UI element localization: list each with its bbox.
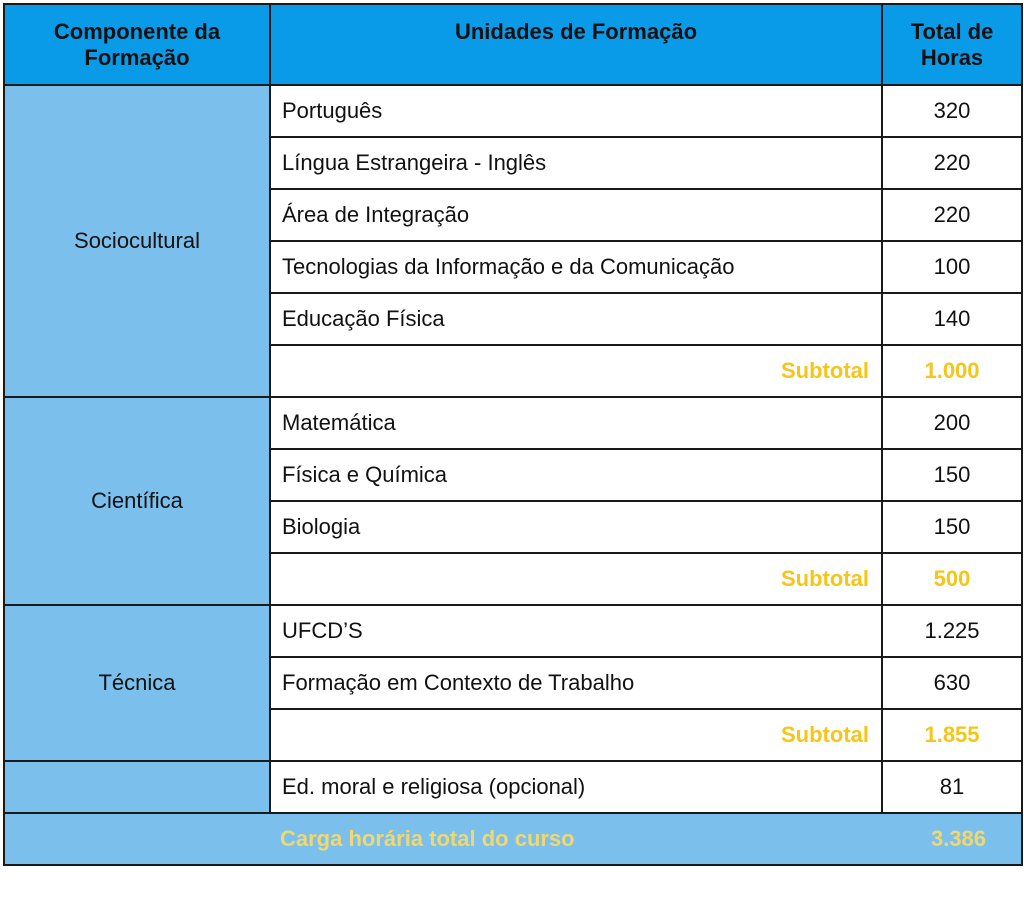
course-hours-table: Componente da Formação Unidades de Forma…: [3, 3, 1023, 866]
component-cell: Técnica: [3, 604, 271, 762]
table-row: Científica Matemática 200: [3, 396, 1023, 606]
total-value: 3.386: [882, 812, 1023, 866]
hours-cell: 200: [881, 396, 1023, 450]
table-row: Técnica UFCD’S 1.225: [3, 604, 1023, 762]
hours-cell: 630: [881, 656, 1023, 710]
subtotal-row: Subtotal 1.855: [4, 708, 1023, 762]
component-cell: Científica: [3, 396, 271, 606]
hours-cell: 1.225: [881, 604, 1023, 658]
subtotal-label: Subtotal: [269, 708, 883, 762]
hours-cell: 150: [881, 448, 1023, 502]
header-units: Unidades de Formação: [269, 3, 883, 86]
unit-cell: Física e Química: [269, 448, 883, 502]
component-cell: Sociocultural: [3, 84, 271, 398]
header-hours: Total de Horas: [881, 3, 1023, 86]
unit-cell: Área de Integração: [269, 188, 883, 242]
table-row: Educação Física 140: [4, 292, 1023, 346]
hours-cell: 220: [881, 136, 1023, 190]
unit-cell: Matemática: [269, 396, 883, 450]
hours-cell: 81: [881, 760, 1023, 814]
table-row: Formação em Contexto de Trabalho 630: [4, 656, 1023, 710]
unit-cell: Língua Estrangeira - Inglês: [269, 136, 883, 190]
optional-row: Ed. moral e religiosa (opcional) 81: [3, 760, 1023, 814]
unit-cell: Tecnologias da Informação e da Comunicaç…: [269, 240, 883, 294]
component-cell-empty: [3, 760, 271, 814]
table-row: Sociocultural Português 320: [3, 84, 1023, 398]
header-row: Componente da Formação Unidades de Forma…: [3, 3, 1023, 86]
hours-cell: 100: [881, 240, 1023, 294]
subtotal-row: Subtotal 1.000: [4, 344, 1023, 398]
table-row: Língua Estrangeira - Inglês 220: [4, 136, 1023, 190]
subtotal-label: Subtotal: [269, 552, 883, 606]
unit-cell: Educação Física: [269, 292, 883, 346]
total-row: Carga horária total do curso 3.386: [3, 812, 1023, 866]
table-row: Biologia 150: [4, 500, 1023, 554]
subtotal-row: Subtotal 500: [4, 552, 1023, 606]
unit-cell: Ed. moral e religiosa (opcional): [269, 760, 883, 814]
hours-cell: 150: [881, 500, 1023, 554]
table-row: Física e Química 150: [4, 448, 1023, 502]
table-row: Área de Integração 220: [4, 188, 1023, 242]
subtotal-label: Subtotal: [269, 344, 883, 398]
table-row: Tecnologias da Informação e da Comunicaç…: [4, 240, 1023, 294]
unit-cell: Biologia: [269, 500, 883, 554]
unit-cell: Português: [269, 84, 883, 138]
hours-cell: 140: [881, 292, 1023, 346]
unit-cell: UFCD’S: [269, 604, 883, 658]
hours-cell: 320: [881, 84, 1023, 138]
hours-cell: 220: [881, 188, 1023, 242]
total-label: Carga horária total do curso: [3, 812, 882, 866]
header-component: Componente da Formação: [3, 3, 271, 86]
subtotal-value: 1.855: [881, 708, 1023, 762]
unit-cell: Formação em Contexto de Trabalho: [269, 656, 883, 710]
subtotal-value: 1.000: [881, 344, 1023, 398]
subtotal-value: 500: [881, 552, 1023, 606]
